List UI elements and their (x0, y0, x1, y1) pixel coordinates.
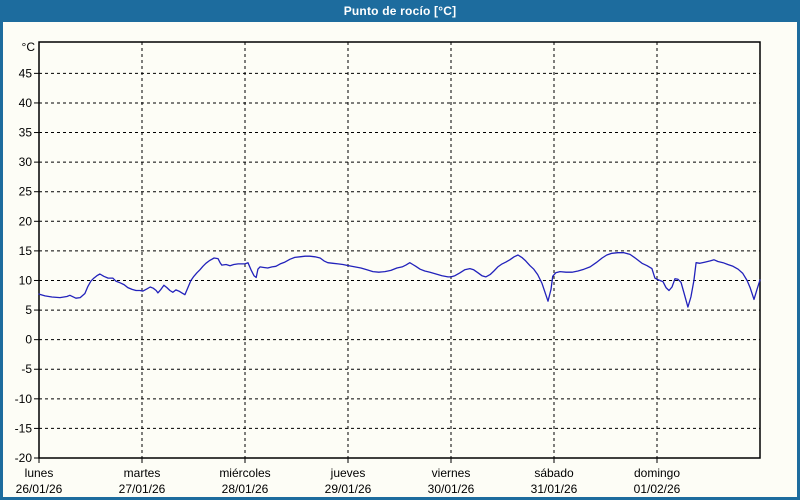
title-bar: Punto de rocío [°C] (0, 0, 800, 22)
day-date-label: 30/01/26 (428, 482, 475, 496)
y-tick-label: -20 (15, 451, 33, 465)
y-tick-label: 20 (19, 214, 33, 228)
y-tick-label: 15 (19, 244, 33, 258)
day-name-label: miércoles (219, 466, 270, 480)
dewpoint-line (38, 252, 761, 308)
day-date-label: 26/01/26 (16, 482, 63, 496)
y-tick-label: 10 (19, 273, 33, 287)
day-name-label: jueves (330, 466, 366, 480)
plot-border (38, 41, 761, 459)
day-name-label: sábado (534, 466, 574, 480)
day-date-label: 29/01/26 (325, 482, 372, 496)
y-tick-label: 35 (19, 126, 33, 140)
day-date-label: 27/01/26 (119, 482, 166, 496)
y-tick-label: -10 (15, 392, 33, 406)
y-tick-label: 5 (25, 303, 32, 317)
day-date-label: 01/02/26 (634, 482, 681, 496)
y-tick-label: 45 (19, 66, 33, 80)
y-tick-label: 40 (19, 96, 33, 110)
day-name-label: viernes (432, 466, 471, 480)
y-axis-unit-label: °C (22, 40, 36, 54)
y-tick-label: -5 (21, 362, 32, 376)
chart-panel (3, 22, 797, 497)
y-tick-label: 25 (19, 185, 33, 199)
y-tick-label: -15 (15, 421, 33, 435)
day-name-label: martes (124, 466, 161, 480)
window-title: Punto de rocío [°C] (343, 4, 457, 18)
y-tick-label: 30 (19, 155, 33, 169)
day-date-label: 28/01/26 (222, 482, 269, 496)
day-name-label: domingo (634, 466, 680, 480)
day-name-label: lunes (25, 466, 54, 480)
day-date-label: 31/01/26 (531, 482, 578, 496)
y-tick-label: 0 (25, 333, 32, 347)
